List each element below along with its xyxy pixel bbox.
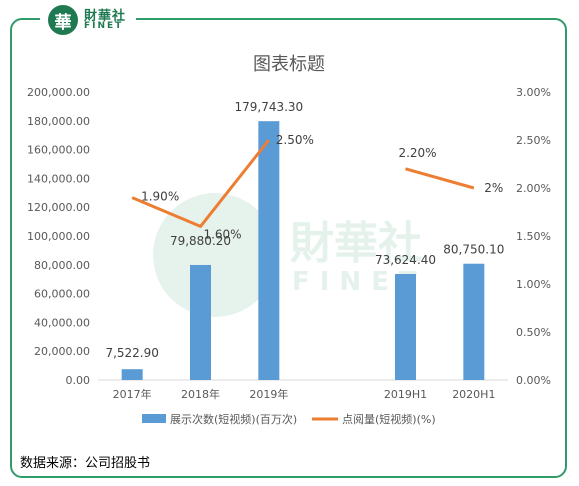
- line-data-label: 2.20%: [398, 146, 436, 160]
- bar: [463, 263, 485, 380]
- x-tick-label: 2017年: [113, 387, 152, 401]
- y-left-tick-label: 80,000.00: [34, 259, 90, 272]
- brand-name-en: FINET: [84, 21, 124, 31]
- bar: [258, 121, 280, 380]
- legend-label-bar: 展示次数(短视频)(百万次): [170, 412, 297, 426]
- bar-data-label: 80,750.10: [443, 243, 504, 257]
- y-left-tick-label: 140,000.00: [27, 172, 90, 185]
- watermark: 財華社 FINET: [153, 193, 422, 317]
- y-right-tick-label: 1.00%: [516, 278, 551, 291]
- bar-data-label: 79,880.20: [170, 234, 231, 248]
- line-data-label: 1.90%: [141, 190, 179, 204]
- y-left-tick-label: 200,000.00: [27, 86, 90, 99]
- bar-data-label: 7,522.90: [105, 346, 158, 360]
- y-left-tick-label: 40,000.00: [34, 316, 90, 329]
- watermark-logo: [153, 193, 277, 317]
- line-data-label: 1.60%: [203, 227, 241, 241]
- brand-logo-char: 華: [54, 12, 72, 33]
- y-right-tick-label: 0.50%: [516, 326, 551, 339]
- y-right-tick-label: 1.50%: [516, 230, 551, 243]
- y-left-tick-label: 60,000.00: [34, 288, 90, 301]
- y-left-tick-label: 0.00: [66, 374, 91, 387]
- chart-title: 图表标题: [253, 54, 325, 75]
- legend-swatch-bar: [142, 414, 166, 423]
- bar-data-label: 179,743.30: [234, 100, 303, 114]
- chart-frame: [10, 18, 567, 478]
- line-data-label: 2.50%: [276, 133, 314, 147]
- bar-data-label: 73,624.40: [375, 253, 436, 267]
- line-series: [131, 139, 271, 228]
- y-left-tick-label: 160,000.00: [27, 144, 90, 157]
- bar: [121, 369, 143, 380]
- line-data-label: 2%: [484, 181, 503, 195]
- y-left-tick-label: 100,000.00: [27, 230, 90, 243]
- x-tick-label: 2019年: [249, 387, 288, 401]
- brand-name-cn: 財華社: [84, 9, 127, 24]
- y-right-tick-label: 2.00%: [516, 182, 551, 195]
- data-source-note: 数据来源：公司招股书: [20, 456, 151, 471]
- bar: [190, 264, 211, 380]
- y-right-tick-label: 3.00%: [516, 86, 551, 99]
- x-tick-label: 2018年: [181, 387, 220, 401]
- y-right-tick-label: 0.00%: [516, 374, 551, 387]
- brand-logo: 華: [48, 5, 78, 35]
- y-left-tick-label: 120,000.00: [27, 201, 90, 214]
- bar: [395, 273, 416, 380]
- x-tick-label: 2020H1: [452, 388, 495, 401]
- y-left-tick-label: 180,000.00: [27, 115, 90, 128]
- y-left-tick-label: 20,000.00: [34, 345, 90, 358]
- line-series: [405, 167, 475, 190]
- watermark-cn: 財華社: [290, 218, 422, 269]
- plot-area: 0.00 20,000.00 40,000.00 60,000.00 80,000.00…: [27, 86, 551, 426]
- x-tick-label: 2019H1: [384, 388, 427, 401]
- y-right-tick-label: 2.50%: [516, 134, 551, 147]
- legend-label-line: 点阅量(短视频)(%): [342, 412, 436, 426]
